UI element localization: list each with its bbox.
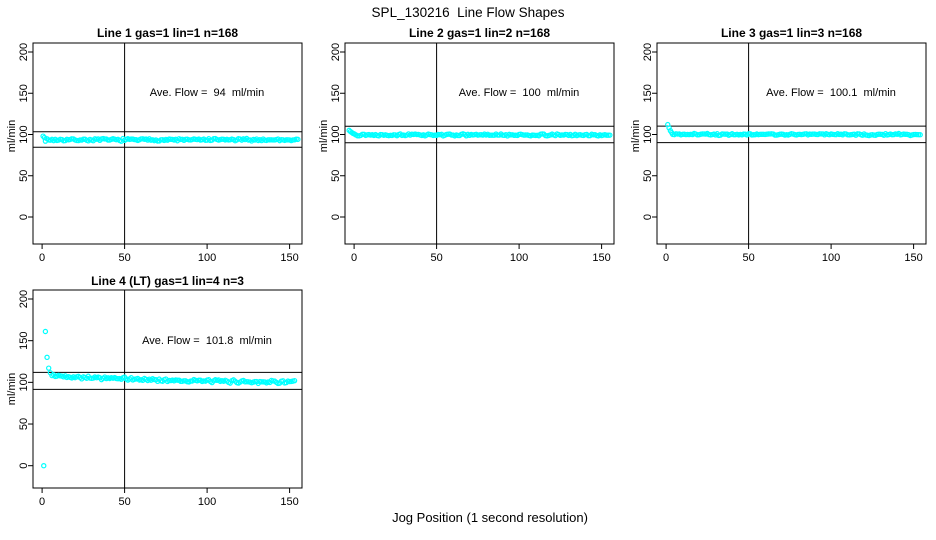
x-tick-label: 150 [280, 496, 298, 508]
x-tick-label: 50 [430, 252, 442, 264]
x-tick-label: 100 [198, 252, 216, 264]
x-tick-label: 50 [118, 496, 130, 508]
data-point [666, 125, 672, 131]
x-tick-label: 0 [39, 496, 45, 508]
y-tick-label: 50 [330, 170, 342, 182]
y-tick-label: 50 [18, 170, 30, 182]
y-tick-label: 200 [642, 43, 654, 61]
subplot-4-title: Line 4 (LT) gas=1 lin=4 n=3 [91, 274, 244, 288]
x-tick-label: 150 [280, 252, 298, 264]
x-tick-label: 150 [904, 252, 922, 264]
y-tick-label: 0 [18, 214, 30, 220]
y-tick-label: 0 [18, 463, 30, 469]
subplot-3-y-axis-label: ml/min [630, 119, 642, 153]
y-tick-label: 0 [642, 214, 654, 220]
data-points [665, 121, 923, 139]
y-tick-label: 50 [642, 170, 654, 182]
x-tick-label: 50 [742, 252, 754, 264]
subplot-4-y-axis-label: ml/min [6, 372, 18, 406]
plot-box [656, 42, 927, 245]
y-tick-label: 150 [18, 331, 30, 349]
data-point [41, 463, 47, 469]
data-point [295, 136, 301, 143]
x-tick-label: 50 [118, 252, 130, 264]
subplot-2-annotation: Ave. Flow = 100 ml/min [458, 87, 580, 99]
x-axis-label: Jog Position (1 second resolution) [392, 510, 588, 525]
y-tick-label: 100 [18, 373, 30, 391]
x-tick-label: 0 [351, 252, 357, 264]
y-tick-label: 200 [18, 43, 30, 61]
subplot-1: 0 50 100 150 0 50 100 150 200 [18, 42, 303, 264]
subplot-3: 0 50 100 150 0 50 100 150 200 [642, 42, 927, 264]
y-tick-label: 100 [330, 125, 342, 143]
data-point [42, 328, 49, 335]
subplot-1-title: Line 1 gas=1 lin=1 n=168 [96, 26, 239, 40]
data-points [346, 127, 613, 139]
figure-title: SPL_130216 Line Flow Shapes [371, 5, 565, 20]
subplot-1-annotation: Ave. Flow = 94 ml/min [149, 87, 265, 99]
y-tick-label: 50 [18, 418, 30, 430]
subplot-3-annotation: Ave. Flow = 100.1 ml/min [766, 87, 896, 99]
data-points [41, 328, 298, 469]
subplot-2: 0 50 100 150 0 50 100 150 200 [330, 42, 615, 264]
x-tick-label: 150 [592, 252, 610, 264]
subplot-4-annotation: Ave. Flow = 101.8 ml/min [142, 335, 272, 347]
x-tick-label: 100 [198, 496, 216, 508]
data-points [40, 133, 301, 144]
data-point [44, 354, 50, 361]
x-tick-label: 0 [39, 252, 45, 264]
y-tick-label: 150 [330, 84, 342, 102]
y-tick-label: 100 [642, 125, 654, 143]
x-tick-label: 100 [510, 252, 528, 264]
data-point [291, 377, 298, 384]
y-tick-label: 100 [18, 125, 30, 143]
y-tick-label: 200 [330, 43, 342, 61]
y-tick-label: 200 [18, 290, 30, 308]
subplot-2-title: Line 2 gas=1 lin=2 n=168 [408, 26, 551, 40]
plot-box [344, 42, 615, 245]
subplot-4: 0 50 100 150 0 50 100 150 200 [18, 289, 303, 508]
subplot-2-y-axis-label: ml/min [318, 119, 330, 153]
data-point [46, 365, 52, 371]
x-tick-label: 100 [822, 252, 840, 264]
data-point [917, 132, 923, 138]
y-tick-label: 150 [642, 84, 654, 102]
plot-box [32, 42, 303, 245]
subplot-1-y-axis-label: ml/min [6, 119, 18, 153]
y-tick-label: 0 [330, 214, 342, 220]
subplot-3-title: Line 3 gas=1 lin=3 n=168 [720, 26, 863, 40]
data-point [607, 132, 613, 138]
x-tick-label: 0 [663, 252, 669, 264]
y-tick-label: 150 [18, 84, 30, 102]
